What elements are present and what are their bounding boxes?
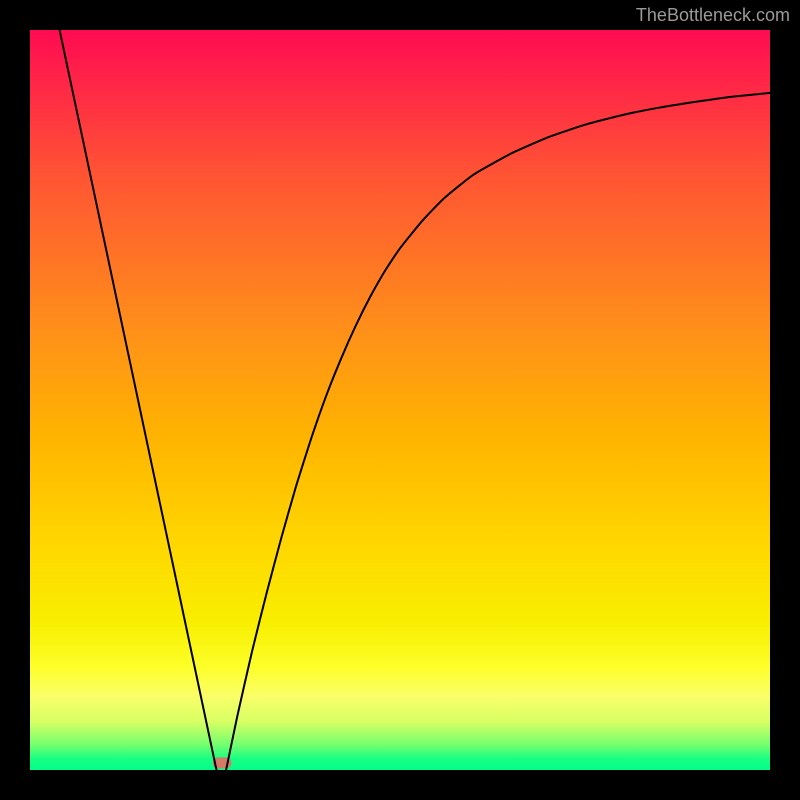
plot-area	[30, 30, 770, 770]
chart-svg	[30, 30, 770, 770]
chart-container: TheBottleneck.com	[0, 0, 800, 800]
gradient-background	[30, 30, 770, 770]
watermark-text: TheBottleneck.com	[636, 5, 790, 26]
